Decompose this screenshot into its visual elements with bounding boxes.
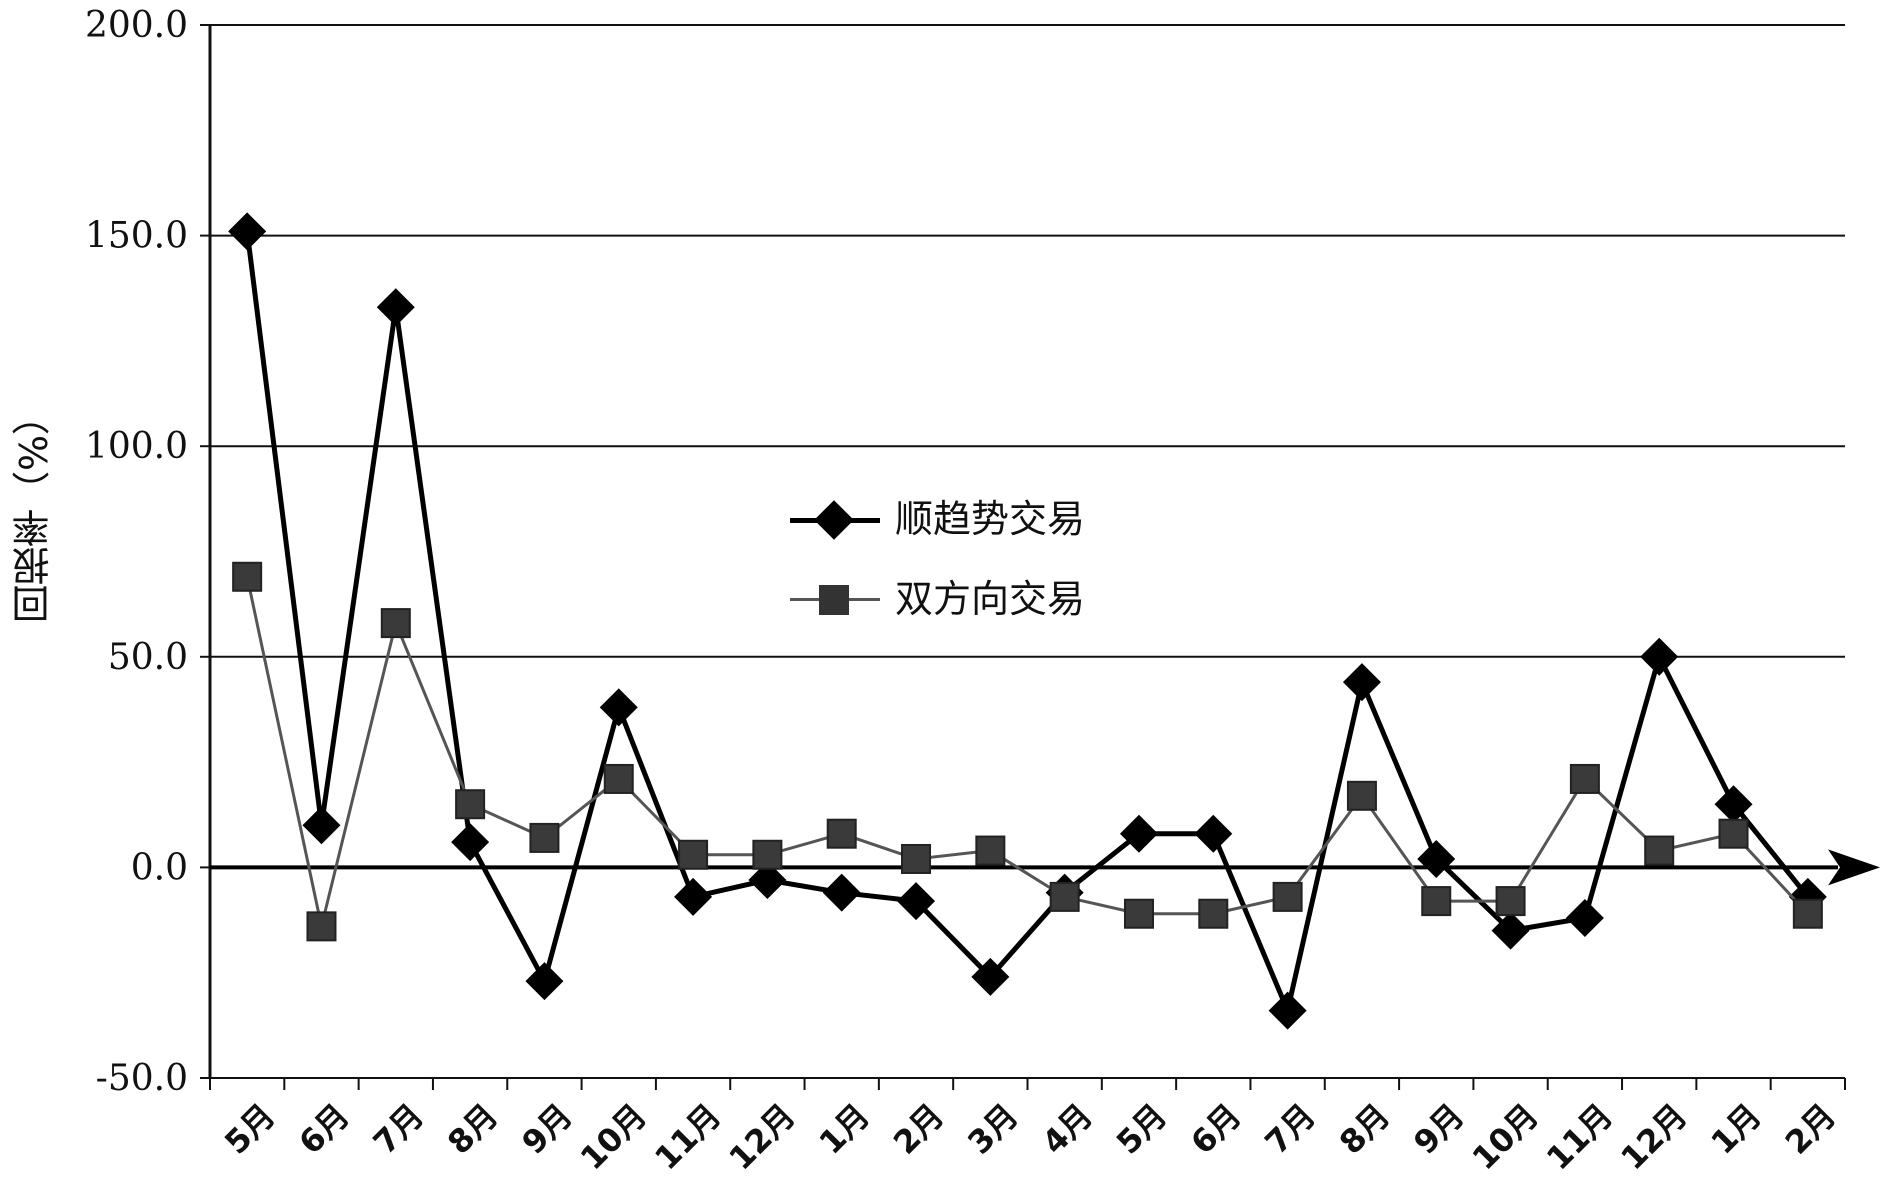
data-point-square bbox=[1198, 898, 1229, 929]
data-point-diamond bbox=[748, 861, 787, 900]
series-line bbox=[245, 576, 1809, 927]
data-point-diamond bbox=[599, 688, 638, 727]
data-point-square bbox=[1272, 881, 1303, 912]
data-point-square bbox=[1421, 886, 1452, 917]
x-tick-label: 7月 bbox=[366, 1096, 431, 1161]
x-tick-label: 11月 bbox=[647, 1096, 728, 1177]
data-point-diamond bbox=[674, 877, 713, 916]
x-tick-label: 9月 bbox=[1406, 1096, 1471, 1161]
x-tick-label: 10月 bbox=[573, 1096, 654, 1177]
y-tick-label: 200.0 bbox=[85, 5, 188, 46]
x-tick-label: 5月 bbox=[1109, 1096, 1174, 1161]
data-point-diamond bbox=[1565, 898, 1604, 937]
data-point-square bbox=[1792, 898, 1823, 929]
square-marker-icon bbox=[819, 585, 849, 615]
data-point-diamond bbox=[1268, 991, 1307, 1030]
data-point-diamond bbox=[822, 873, 861, 912]
data-point-square bbox=[232, 561, 263, 592]
x-tick-label: 4月 bbox=[1035, 1096, 1100, 1161]
x-tick-label: 8月 bbox=[440, 1096, 505, 1161]
axes bbox=[200, 24, 1880, 1090]
y-tick-label: -50.0 bbox=[96, 1058, 188, 1099]
data-point-diamond bbox=[1417, 839, 1456, 878]
data-point-square bbox=[1569, 763, 1600, 794]
data-point-diamond bbox=[1342, 663, 1381, 702]
data-point-diamond bbox=[971, 957, 1010, 996]
y-axis-label: 回报率（%） bbox=[12, 396, 56, 624]
data-point-square bbox=[678, 839, 709, 870]
data-point-square bbox=[603, 763, 634, 794]
data-point-square bbox=[826, 818, 857, 849]
data-point-diamond bbox=[376, 288, 415, 327]
data-point-square bbox=[752, 839, 783, 870]
data-point-diamond bbox=[228, 212, 267, 251]
y-tick-label: 100.0 bbox=[85, 426, 188, 467]
data-point-diamond bbox=[525, 962, 564, 1001]
x-tick-label: 3月 bbox=[960, 1096, 1025, 1161]
data-point-square bbox=[529, 822, 560, 853]
x-tick-label: 10月 bbox=[1465, 1096, 1546, 1177]
y-tick-labels: -50.0 0.0 50.0 100.0 150.0 200.0 bbox=[85, 5, 188, 1099]
data-point-square bbox=[975, 835, 1006, 866]
data-point-square bbox=[1049, 881, 1080, 912]
data-point-diamond bbox=[1714, 785, 1753, 824]
series-group bbox=[228, 212, 1827, 1030]
data-point-diamond bbox=[1491, 911, 1530, 950]
x-tick-label: 12月 bbox=[1613, 1096, 1694, 1177]
x-tick-label: 11月 bbox=[1539, 1096, 1620, 1177]
data-point-square bbox=[380, 608, 411, 639]
data-point-square bbox=[306, 911, 337, 942]
x-tick-label: 6月 bbox=[291, 1096, 356, 1161]
x-tick-label: 1月 bbox=[1703, 1096, 1768, 1161]
x-tick-label: 12月 bbox=[722, 1096, 803, 1177]
x-tick-label: 8月 bbox=[1332, 1096, 1397, 1161]
x-tick-label: 1月 bbox=[812, 1096, 877, 1161]
data-point-square bbox=[1123, 898, 1154, 929]
data-point-diamond bbox=[1194, 814, 1233, 853]
data-point-diamond bbox=[302, 806, 341, 845]
data-point-diamond bbox=[897, 882, 936, 921]
data-point-square bbox=[1346, 780, 1377, 811]
data-point-square bbox=[455, 789, 486, 820]
x-tick-label: 9月 bbox=[514, 1096, 579, 1161]
x-tick-label: 2月 bbox=[886, 1096, 951, 1161]
legend-label-series-2: 双方向交易 bbox=[895, 577, 1086, 621]
legend-label-series-1: 顺趋势交易 bbox=[895, 497, 1086, 541]
data-point-square bbox=[1495, 886, 1526, 917]
x-tick-label: 5月 bbox=[217, 1096, 282, 1161]
data-point-square bbox=[1644, 835, 1675, 866]
y-tick-label: 0.0 bbox=[131, 847, 188, 888]
data-point-diamond bbox=[1640, 637, 1679, 676]
data-point-diamond bbox=[451, 823, 490, 862]
data-point-square bbox=[901, 843, 932, 874]
series-2 bbox=[232, 561, 1823, 942]
series-line bbox=[244, 231, 1810, 1019]
arrow-icon bbox=[1828, 849, 1880, 886]
x-tick-label: 6月 bbox=[1183, 1096, 1248, 1161]
y-tick-label: 50.0 bbox=[108, 637, 188, 678]
y-tick-label: 150.0 bbox=[85, 216, 188, 257]
x-tick-label: 2月 bbox=[1778, 1096, 1843, 1161]
x-tick-label: 7月 bbox=[1258, 1096, 1323, 1161]
data-point-diamond bbox=[1119, 814, 1158, 853]
data-point-square bbox=[1718, 818, 1749, 849]
